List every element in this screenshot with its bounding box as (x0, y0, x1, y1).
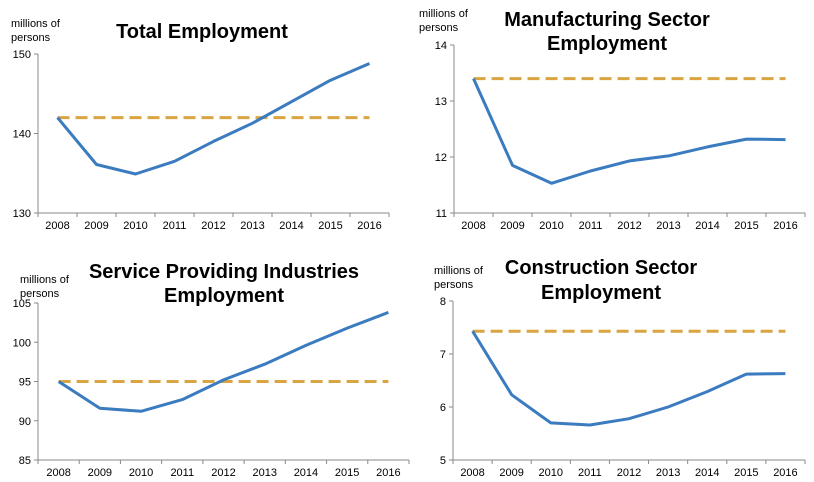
x-tick-label: 2014 (695, 467, 719, 479)
x-tick-label: 2009 (500, 220, 524, 232)
x-tick-label: 2010 (123, 220, 147, 232)
x-tick-label: 2010 (539, 467, 563, 479)
x-tick-label: 2009 (84, 220, 108, 232)
y-tick-label: 14 (435, 40, 447, 52)
unit-label-line: millions of (11, 18, 61, 30)
x-tick-label: 2016 (357, 220, 381, 232)
unit-label-line: millions of (20, 274, 70, 286)
employment-series-line (472, 77, 786, 185)
employment-series-line (471, 330, 786, 427)
chart-title-line: Total Employment (116, 21, 288, 43)
x-tick-label: 2012 (201, 220, 225, 232)
unit-label-line: persons (11, 32, 51, 44)
y-tick-label: 11 (436, 208, 447, 220)
x-tick-label: 2014 (279, 220, 303, 232)
x-tick-label: 2012 (617, 220, 641, 232)
unit-label-line: persons (419, 22, 459, 34)
chart-title-line: Service Providing Industries (89, 261, 359, 283)
x-tick-label: 2016 (376, 467, 400, 479)
x-tick-label: 2011 (579, 220, 603, 232)
x-tick-label: 2010 (539, 220, 563, 232)
y-tick-label: 100 (13, 337, 31, 349)
y-tick-label: 6 (440, 402, 446, 414)
x-tick-label: 2015 (335, 467, 359, 479)
x-tick-label: 2013 (656, 467, 680, 479)
y-tick-label: 13 (435, 96, 447, 108)
x-tick-label: 2015 (734, 220, 758, 232)
chart-title-line: Employment (541, 282, 661, 304)
y-tick-label: 95 (19, 377, 31, 389)
x-tick-label: 2008 (46, 467, 70, 479)
x-tick-label: 2016 (773, 220, 797, 232)
x-tick-label: 2015 (734, 467, 758, 479)
x-tick-label: 2014 (695, 220, 719, 232)
chart-title-line: Construction Sector (505, 257, 697, 279)
y-tick-label: 90 (19, 416, 31, 428)
x-tick-label: 2012 (617, 467, 641, 479)
y-tick-label: 8 (440, 296, 446, 308)
chart-title-line: Employment (164, 285, 284, 307)
unit-label-line: persons (434, 279, 474, 291)
x-tick-label: 2013 (240, 220, 264, 232)
chart-construction-employment: Construction Sector Employment millions of… (434, 257, 806, 479)
x-tick-label: 2008 (45, 220, 69, 232)
x-tick-label: 2012 (211, 467, 235, 479)
y-tick-label: 12 (435, 152, 447, 164)
chart-total-employment: Total Employment millions of persons 130 140… (11, 18, 390, 232)
y-tick-label: 7 (440, 349, 446, 361)
x-tick-label: 2008 (460, 467, 484, 479)
unit-label-line: persons (20, 288, 60, 300)
x-tick-label: 2011 (170, 467, 194, 479)
x-tick-label: 2008 (461, 220, 485, 232)
y-tick-label: 130 (13, 208, 31, 220)
y-tick-label: 85 (19, 455, 31, 467)
x-tick-label: 2010 (129, 467, 153, 479)
x-tick-label: 2009 (88, 467, 112, 479)
chart-title-line: Employment (547, 33, 667, 55)
x-tick-label: 2015 (318, 220, 342, 232)
unit-label-line: millions of (434, 265, 484, 277)
y-tick-label: 5 (440, 455, 446, 467)
x-tick-label: 2009 (499, 467, 523, 479)
x-tick-label: 2016 (773, 467, 797, 479)
x-tick-label: 2013 (252, 467, 276, 479)
employment-series-line (57, 310, 389, 413)
x-tick-label: 2013 (656, 220, 680, 232)
y-tick-label: 150 (13, 49, 31, 61)
x-tick-label: 2014 (294, 467, 318, 479)
y-tick-label: 140 (13, 129, 31, 141)
unit-label-line: millions of (419, 8, 469, 20)
chart-title-line: Manufacturing Sector (504, 9, 710, 31)
employment-series-line (56, 62, 371, 176)
x-tick-label: 2011 (163, 220, 187, 232)
y-tick-label: 105 (13, 298, 31, 310)
x-tick-label: 2011 (578, 467, 602, 479)
